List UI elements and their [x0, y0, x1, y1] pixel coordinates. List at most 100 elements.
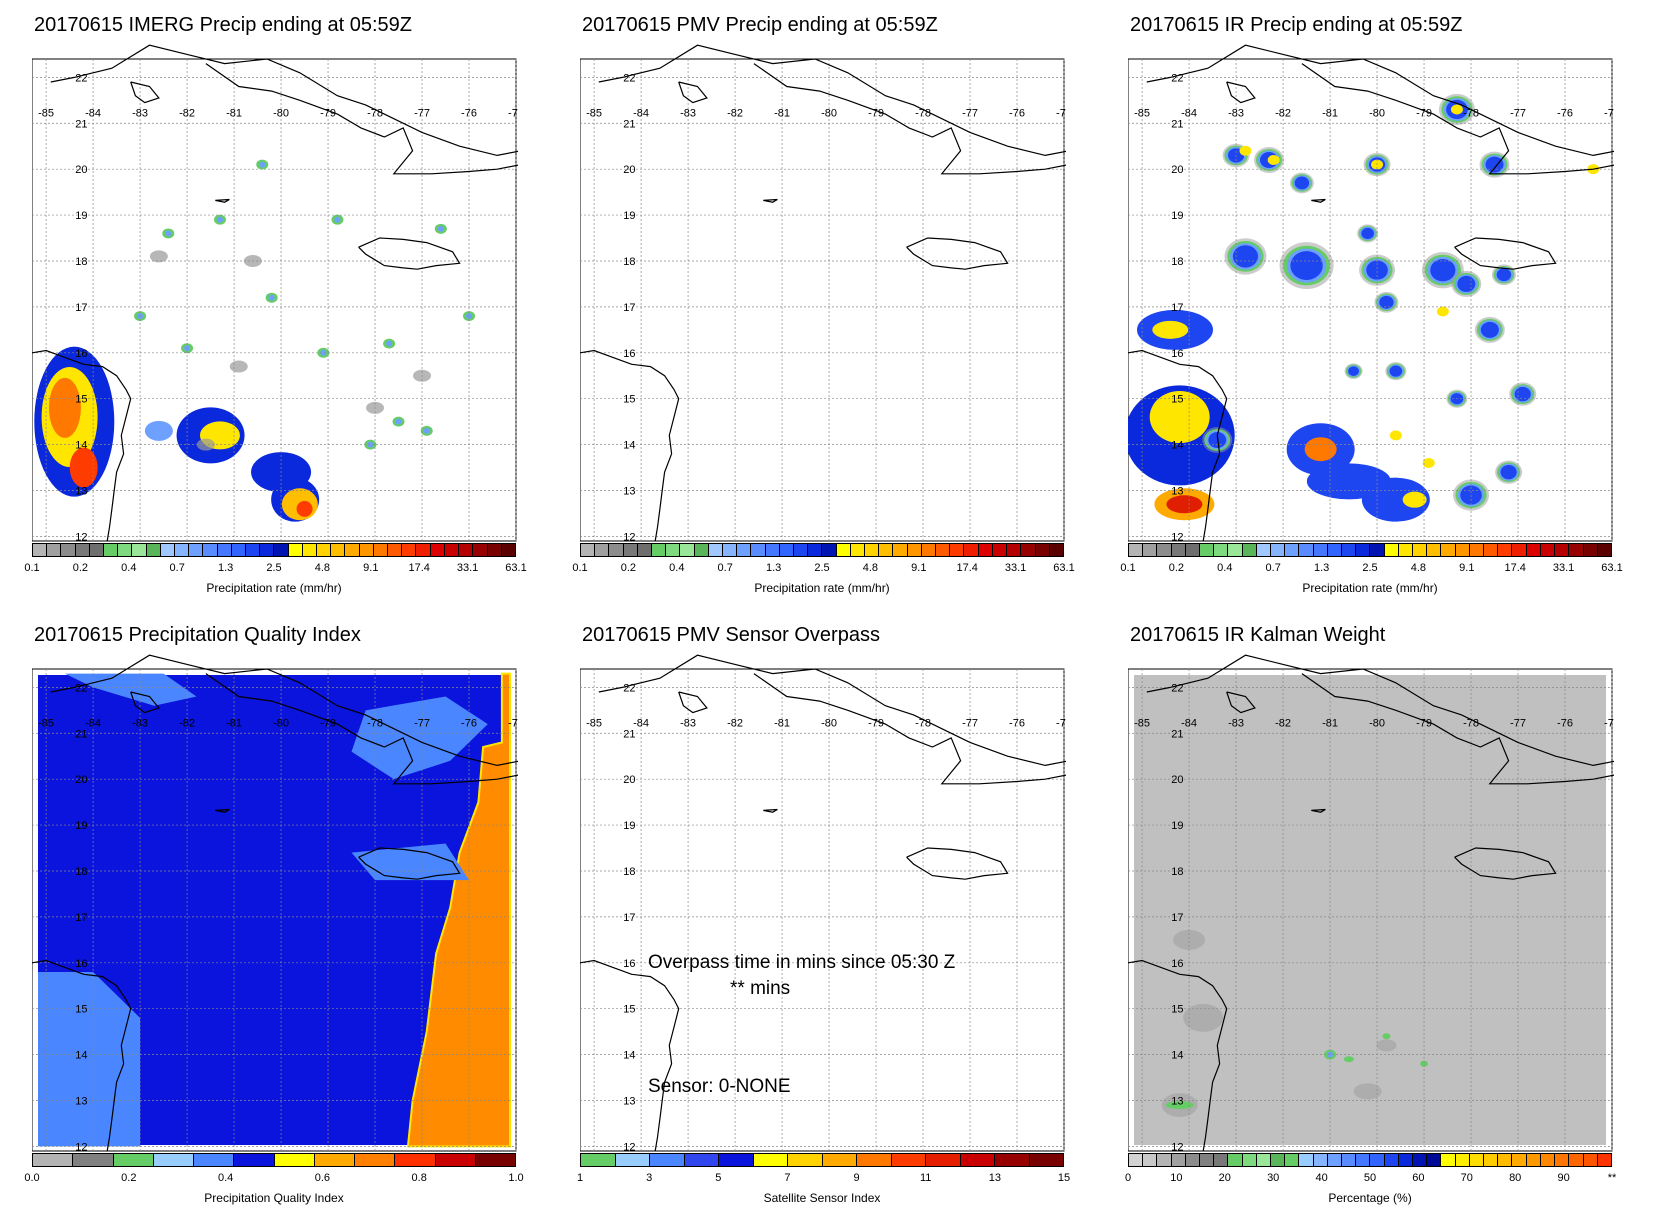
gridlines: -85 -84 -83 -82 -81 -80 -79 -78 -77 -76 -75 12 13 14 1… [1128, 59, 1614, 543]
colorbar-swatch [808, 544, 823, 556]
coastline-cuba [598, 44, 1066, 157]
lon-label: -84 [1181, 717, 1197, 729]
lon-label: -77 [962, 717, 978, 729]
coastline-cayman [215, 198, 230, 203]
colorbar-tick-label: 4.8 [862, 562, 879, 574]
colorbar-tick-label: 17.4 [1504, 562, 1526, 574]
lat-label: 13 [75, 1096, 87, 1108]
colorbar-swatch [1157, 544, 1172, 556]
colorbar-swatch [1455, 544, 1470, 556]
colorbar-swatch [274, 1154, 315, 1166]
colorbar-swatch [978, 544, 993, 556]
lon-label: -76 [1009, 107, 1025, 119]
lat-label: 12 [1171, 1141, 1183, 1153]
colorbar-swatch [751, 544, 766, 556]
colorbar-tick-label: 9.1 [911, 562, 927, 574]
lat-label: 16 [1171, 348, 1183, 360]
precip-core [1450, 104, 1463, 115]
colorbar-label: Satellite Sensor Index [763, 1191, 881, 1205]
colorbar-swatch [779, 544, 795, 556]
colorbar-swatch [260, 544, 275, 556]
colorbar-swatch [926, 1154, 961, 1166]
colorbar-swatch [1342, 1154, 1357, 1166]
lon-label: -75 [1604, 717, 1614, 729]
lon-label: -79 [320, 107, 336, 119]
colorbar-swatch [1200, 544, 1215, 556]
colorbar-swatch [907, 544, 922, 556]
lon-label: -80 [1369, 107, 1385, 119]
precip-core [1436, 306, 1449, 317]
colorbar-tick-label: 0.7 [169, 562, 185, 574]
panel-title: 20170615 PMV Sensor Overpass [582, 624, 880, 646]
map-frame [580, 668, 1065, 1152]
colorbar-swatch [132, 544, 147, 556]
colorbar-swatch [893, 544, 908, 556]
lon-label: -76 [1557, 717, 1573, 729]
colorbar-swatch [118, 544, 133, 556]
colorbar-swatch [1143, 544, 1158, 556]
lon-label: -82 [179, 717, 195, 729]
lat-label: 16 [623, 958, 635, 970]
lat-label: 21 [75, 118, 87, 130]
lat-label: 12 [623, 1141, 635, 1153]
light-shower-core [423, 427, 430, 434]
lon-label: -77 [414, 107, 430, 119]
lat-label: 16 [1171, 958, 1183, 970]
colorbar-swatch [680, 544, 695, 556]
colorbar-swatch [857, 1154, 892, 1166]
colorbar-swatch [581, 1154, 616, 1166]
coastline-jamaica [906, 237, 1009, 270]
colorbar-tick-label: 0.4 [217, 1172, 234, 1184]
colorbar-swatch [1143, 1154, 1158, 1166]
lat-label: 21 [1171, 118, 1183, 130]
kalman-low [1183, 1003, 1224, 1032]
colorbar-swatch [47, 544, 62, 556]
colorbar-tick-label: 0.4 [121, 562, 137, 574]
colorbar-tick-label: 0.0 [24, 1172, 40, 1184]
coastline-cayman [1311, 808, 1326, 813]
colorbar-swatch [1583, 1154, 1598, 1166]
colorbar-tick-label: 17.4 [408, 562, 430, 574]
lon-label: -79 [1416, 717, 1432, 729]
colorbar-swatch [1398, 1154, 1414, 1166]
kalman-field [1134, 675, 1606, 1145]
colorbar-swatch [1512, 1154, 1527, 1166]
kalman-mid [1420, 1060, 1429, 1067]
precip-cell-heavy [1389, 365, 1403, 377]
precip-cell-heavy [1500, 464, 1517, 480]
sensor-name-text: Sensor: 0-NONE [648, 1076, 791, 1097]
gridlines: -85 -84 -83 -82 -81 -80 -79 -78 -77 -76 -75 12 13 14 1… [580, 59, 1066, 543]
coastline-jamaica [1454, 237, 1557, 270]
precip-cell-heavy [1480, 321, 1499, 338]
lon-label: -79 [320, 717, 336, 729]
colorbar-swatch [1356, 544, 1371, 556]
colorbar-tick-label: 0.1 [24, 562, 40, 574]
lat-label: 21 [623, 118, 635, 130]
lat-label: 19 [1171, 210, 1183, 222]
map: -85 -84 -83 -82 -81 -80 -79 -78 -77 -76 -75 12 13 14 1… [1128, 654, 1614, 1153]
lat-label: 17 [75, 302, 87, 314]
panel-precip-quality-index: 20170615 Precipitation Quality Index -85… [24, 624, 532, 1205]
lat-label: 17 [1171, 912, 1183, 924]
lon-label: -77 [414, 717, 430, 729]
lat-label: 13 [1171, 486, 1183, 498]
light-shower-core [437, 225, 444, 232]
colorbar-swatch [1555, 1154, 1570, 1166]
colorbar-swatch [1185, 1154, 1201, 1166]
colorbar-swatch [373, 544, 389, 556]
colorbar-swatch [794, 544, 809, 556]
lon-label: -77 [1510, 107, 1526, 119]
precip-cell-heavy [1232, 245, 1259, 268]
lat-label: 19 [623, 820, 635, 832]
colorbar-tick-label: 0 [1124, 1172, 1132, 1184]
lat-label: 18 [1171, 866, 1183, 878]
coastline-cayman [763, 808, 778, 813]
panel-pmv-sensor-overpass: 20170615 PMV Sensor Overpass -85 -84 -83 -8… [577, 624, 1080, 1205]
colorbar-swatch [788, 1154, 823, 1166]
lon-label: -83 [1228, 717, 1244, 729]
lat-label: 15 [75, 1004, 87, 1016]
colorbar-tick-label: 3 [646, 1172, 653, 1184]
coastline-pinos [130, 691, 160, 714]
colorbar-swatch [836, 544, 851, 556]
colorbar-tick-label: 0.2 [1168, 562, 1185, 574]
